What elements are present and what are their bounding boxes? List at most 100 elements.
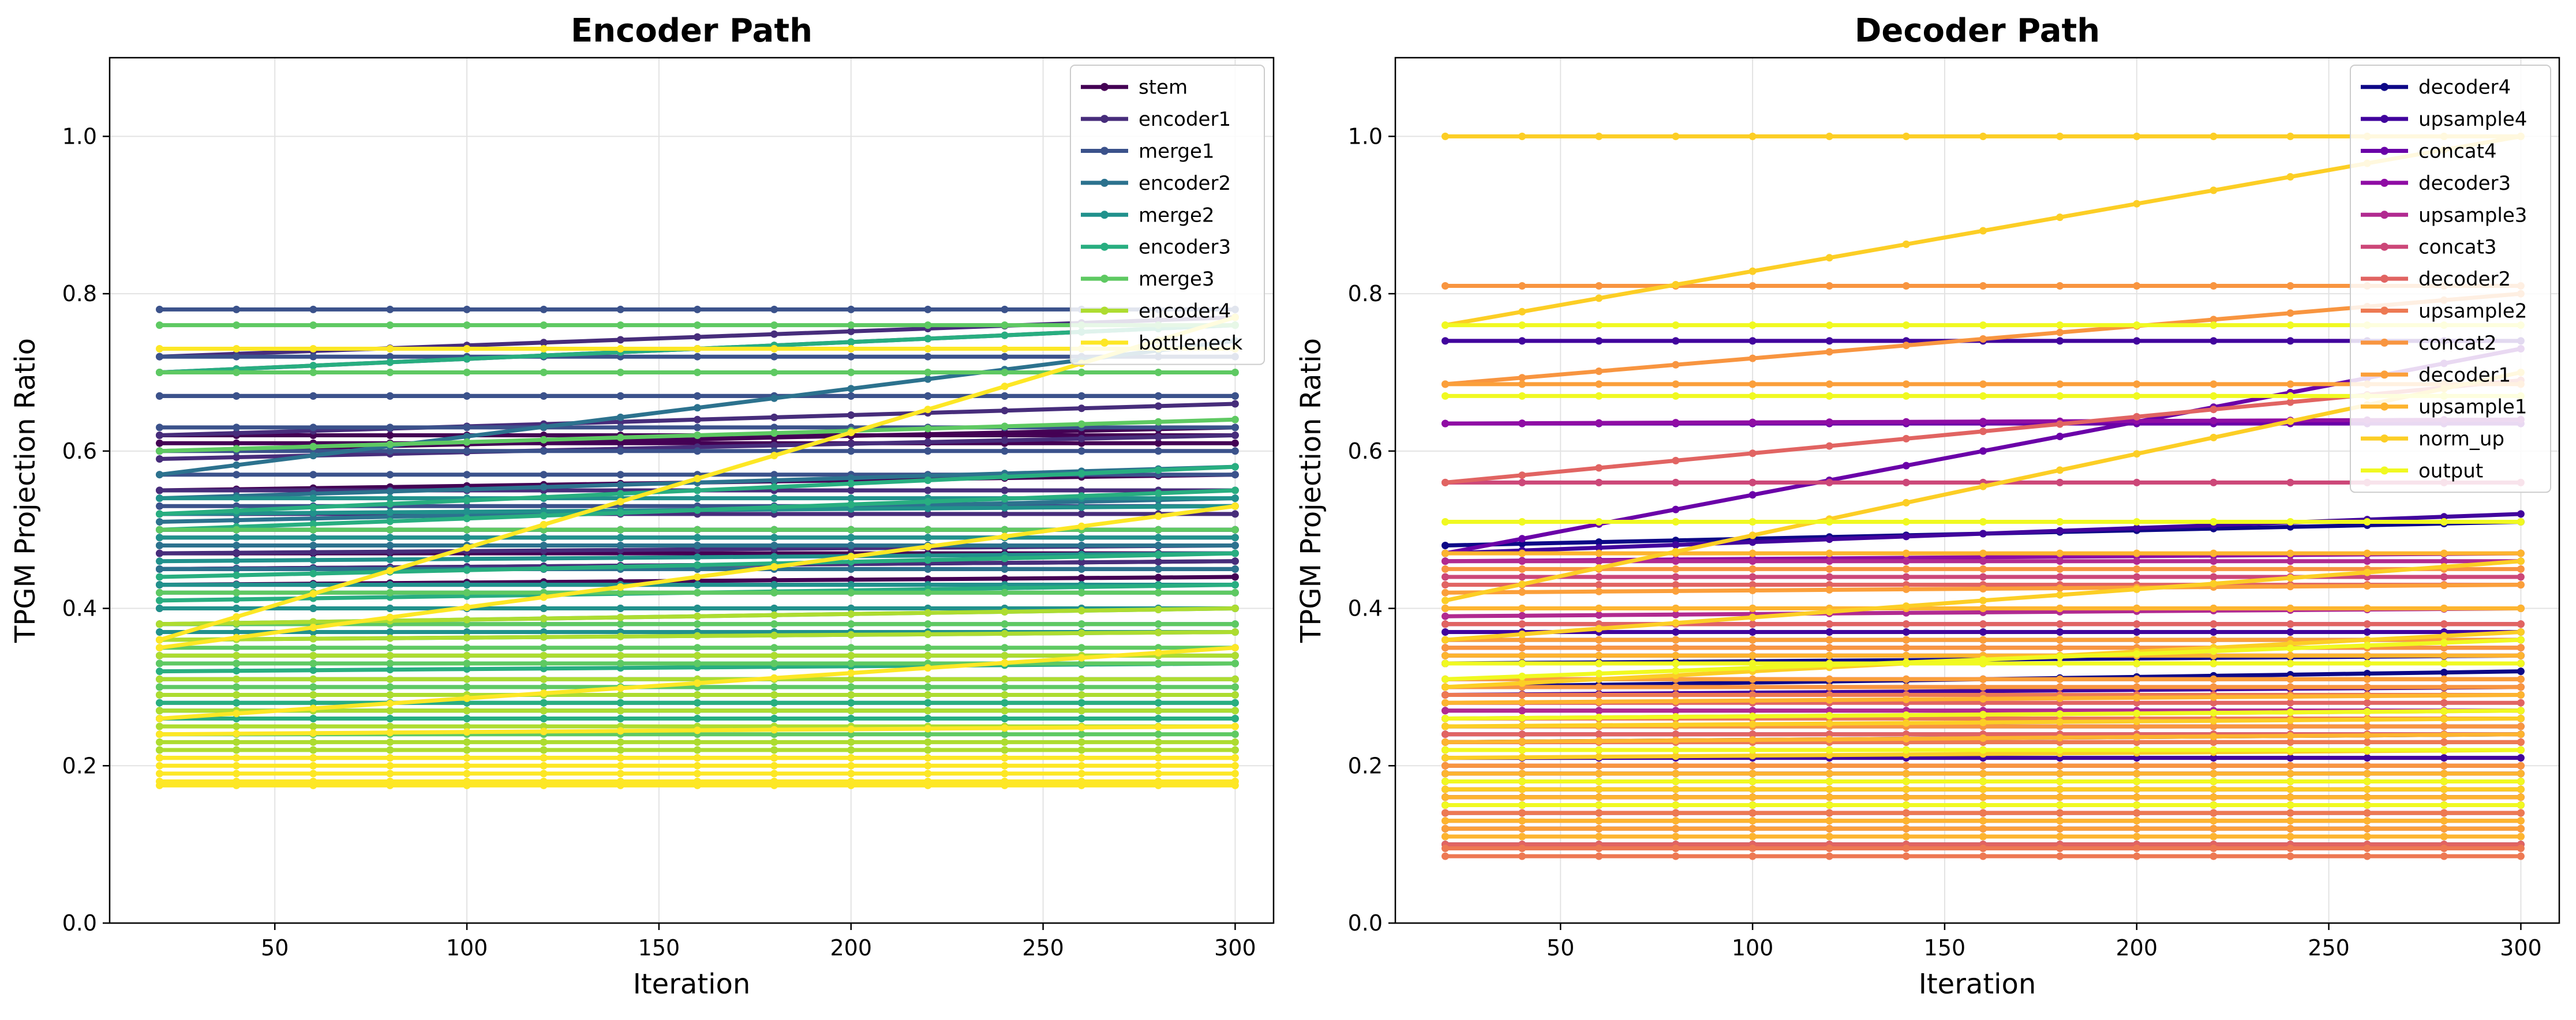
data-point-upsample2: [1825, 852, 1833, 860]
data-point-decoder3: [1672, 419, 1680, 427]
data-point-output: [1825, 518, 1833, 526]
data-point-encoder3: [463, 665, 471, 673]
data-point-concat2: [1825, 762, 1833, 770]
data-point-concat2: [1979, 762, 1987, 770]
data-point-bottleneck: [616, 754, 624, 762]
data-point-upsample1: [1441, 549, 1449, 557]
data-point-merge3: [1077, 420, 1085, 428]
data-point-upsample1: [2363, 549, 2371, 557]
data-point-upsample3: [1748, 707, 1757, 715]
data-point-merge1: [233, 352, 241, 361]
data-point-decoder4: [1595, 538, 1603, 546]
data-point-encoder3: [1231, 486, 1239, 494]
data-point-encoder2: [1001, 542, 1009, 549]
data-point-decoder1: [1902, 824, 1910, 832]
legend-marker-output: [2380, 466, 2388, 475]
data-point-bottleneck: [1001, 770, 1009, 778]
data-point-concat2: [2517, 762, 2525, 770]
data-point-merge1: [616, 447, 624, 455]
data-point-encoder3: [1231, 549, 1239, 557]
data-point-output: [2210, 746, 2218, 754]
data-point-merge2: [463, 534, 471, 542]
data-point-decoder1: [1979, 380, 1987, 388]
data-point-upsample1: [2056, 832, 2064, 841]
data-point-bottleneck: [156, 644, 163, 652]
data-point-stem: [924, 575, 932, 583]
data-point-merge2: [847, 534, 855, 542]
data-point-norm-up: [1979, 132, 1987, 140]
data-point-encoder1: [770, 413, 778, 421]
data-point-merge3: [1231, 659, 1239, 667]
data-point-output: [2286, 778, 2294, 785]
data-point-merge3: [463, 321, 471, 329]
data-point-merge3: [463, 438, 471, 446]
data-point-merge1: [924, 305, 932, 313]
data-point-output: [1441, 392, 1449, 400]
data-point-merge3: [770, 429, 778, 437]
data-point-merge3: [924, 644, 932, 652]
data-point-norm-up: [1979, 482, 1987, 490]
data-point-decoder1: [2056, 675, 2064, 683]
data-point-concat2: [1595, 282, 1603, 290]
data-point-encoder3: [1001, 495, 1009, 503]
data-point-upsample1: [2133, 817, 2141, 825]
data-point-decoder2: [1518, 620, 1526, 628]
legend-label-encoder4: encoder4: [1139, 300, 1231, 323]
data-point-upsample1: [1979, 695, 1987, 703]
data-point-encoder4: [770, 738, 778, 746]
data-point-merge2: [309, 509, 317, 517]
data-point-concat3: [2286, 478, 2294, 486]
data-point-upsample3: [1672, 707, 1680, 715]
data-point-decoder1: [1441, 588, 1449, 597]
data-point-concat3: [2210, 478, 2218, 486]
data-point-norm-up: [1825, 608, 1833, 616]
data-point-upsample1: [2286, 832, 2294, 841]
data-point-upsample2: [1672, 691, 1680, 699]
data-point-merge1: [386, 471, 394, 479]
data-point-decoder1: [1518, 380, 1526, 388]
data-point-upsample3: [1825, 557, 1833, 565]
data-point-encoder3: [309, 520, 317, 528]
data-point-merge2: [156, 581, 163, 589]
data-point-decoder3: [1518, 419, 1526, 427]
data-point-encoder3: [1231, 715, 1239, 722]
data-point-decoder3: [2210, 417, 2218, 425]
data-point-encoder3: [233, 595, 241, 603]
data-point-encoder4: [386, 691, 394, 699]
data-point-encoder1: [1154, 558, 1162, 566]
data-point-upsample1: [1748, 651, 1757, 659]
data-point-upsample2: [1979, 852, 1987, 860]
data-point-merge3: [309, 321, 317, 329]
data-point-decoder2: [1748, 620, 1757, 628]
data-point-norm-up: [1748, 267, 1757, 275]
data-point-norm-up: [2210, 433, 2218, 441]
data-point-encoder4: [540, 707, 548, 715]
data-point-upsample4: [1748, 628, 1757, 636]
data-point-norm-up: [1748, 720, 1757, 728]
data-point-upsample1: [2286, 732, 2294, 740]
data-point-merge2: [770, 494, 778, 502]
data-point-merge1: [770, 352, 778, 361]
data-point-bottleneck: [616, 498, 624, 505]
data-point-output: [2286, 659, 2294, 667]
data-point-upsample1: [2210, 693, 2218, 701]
data-point-bottleneck: [309, 729, 317, 737]
data-point-output: [1902, 711, 1910, 719]
data-point-encoder4: [540, 746, 548, 754]
data-point-encoder4: [694, 632, 701, 640]
data-point-decoder2: [1595, 730, 1603, 738]
data-point-decoder4: [1441, 542, 1449, 549]
data-point-merge3: [309, 644, 317, 652]
data-point-encoder3: [694, 486, 701, 494]
data-point-merge3: [616, 321, 624, 329]
data-point-upsample1: [2440, 651, 2448, 659]
data-point-decoder1: [2133, 380, 2141, 388]
data-point-stem: [1154, 439, 1162, 447]
data-point-merge2: [847, 494, 855, 502]
data-point-bottleneck: [1154, 770, 1162, 778]
data-point-encoder4: [1154, 738, 1162, 746]
data-point-norm-up: [1441, 636, 1449, 644]
data-point-merge2: [386, 508, 394, 516]
data-point-upsample2: [1979, 809, 1987, 817]
